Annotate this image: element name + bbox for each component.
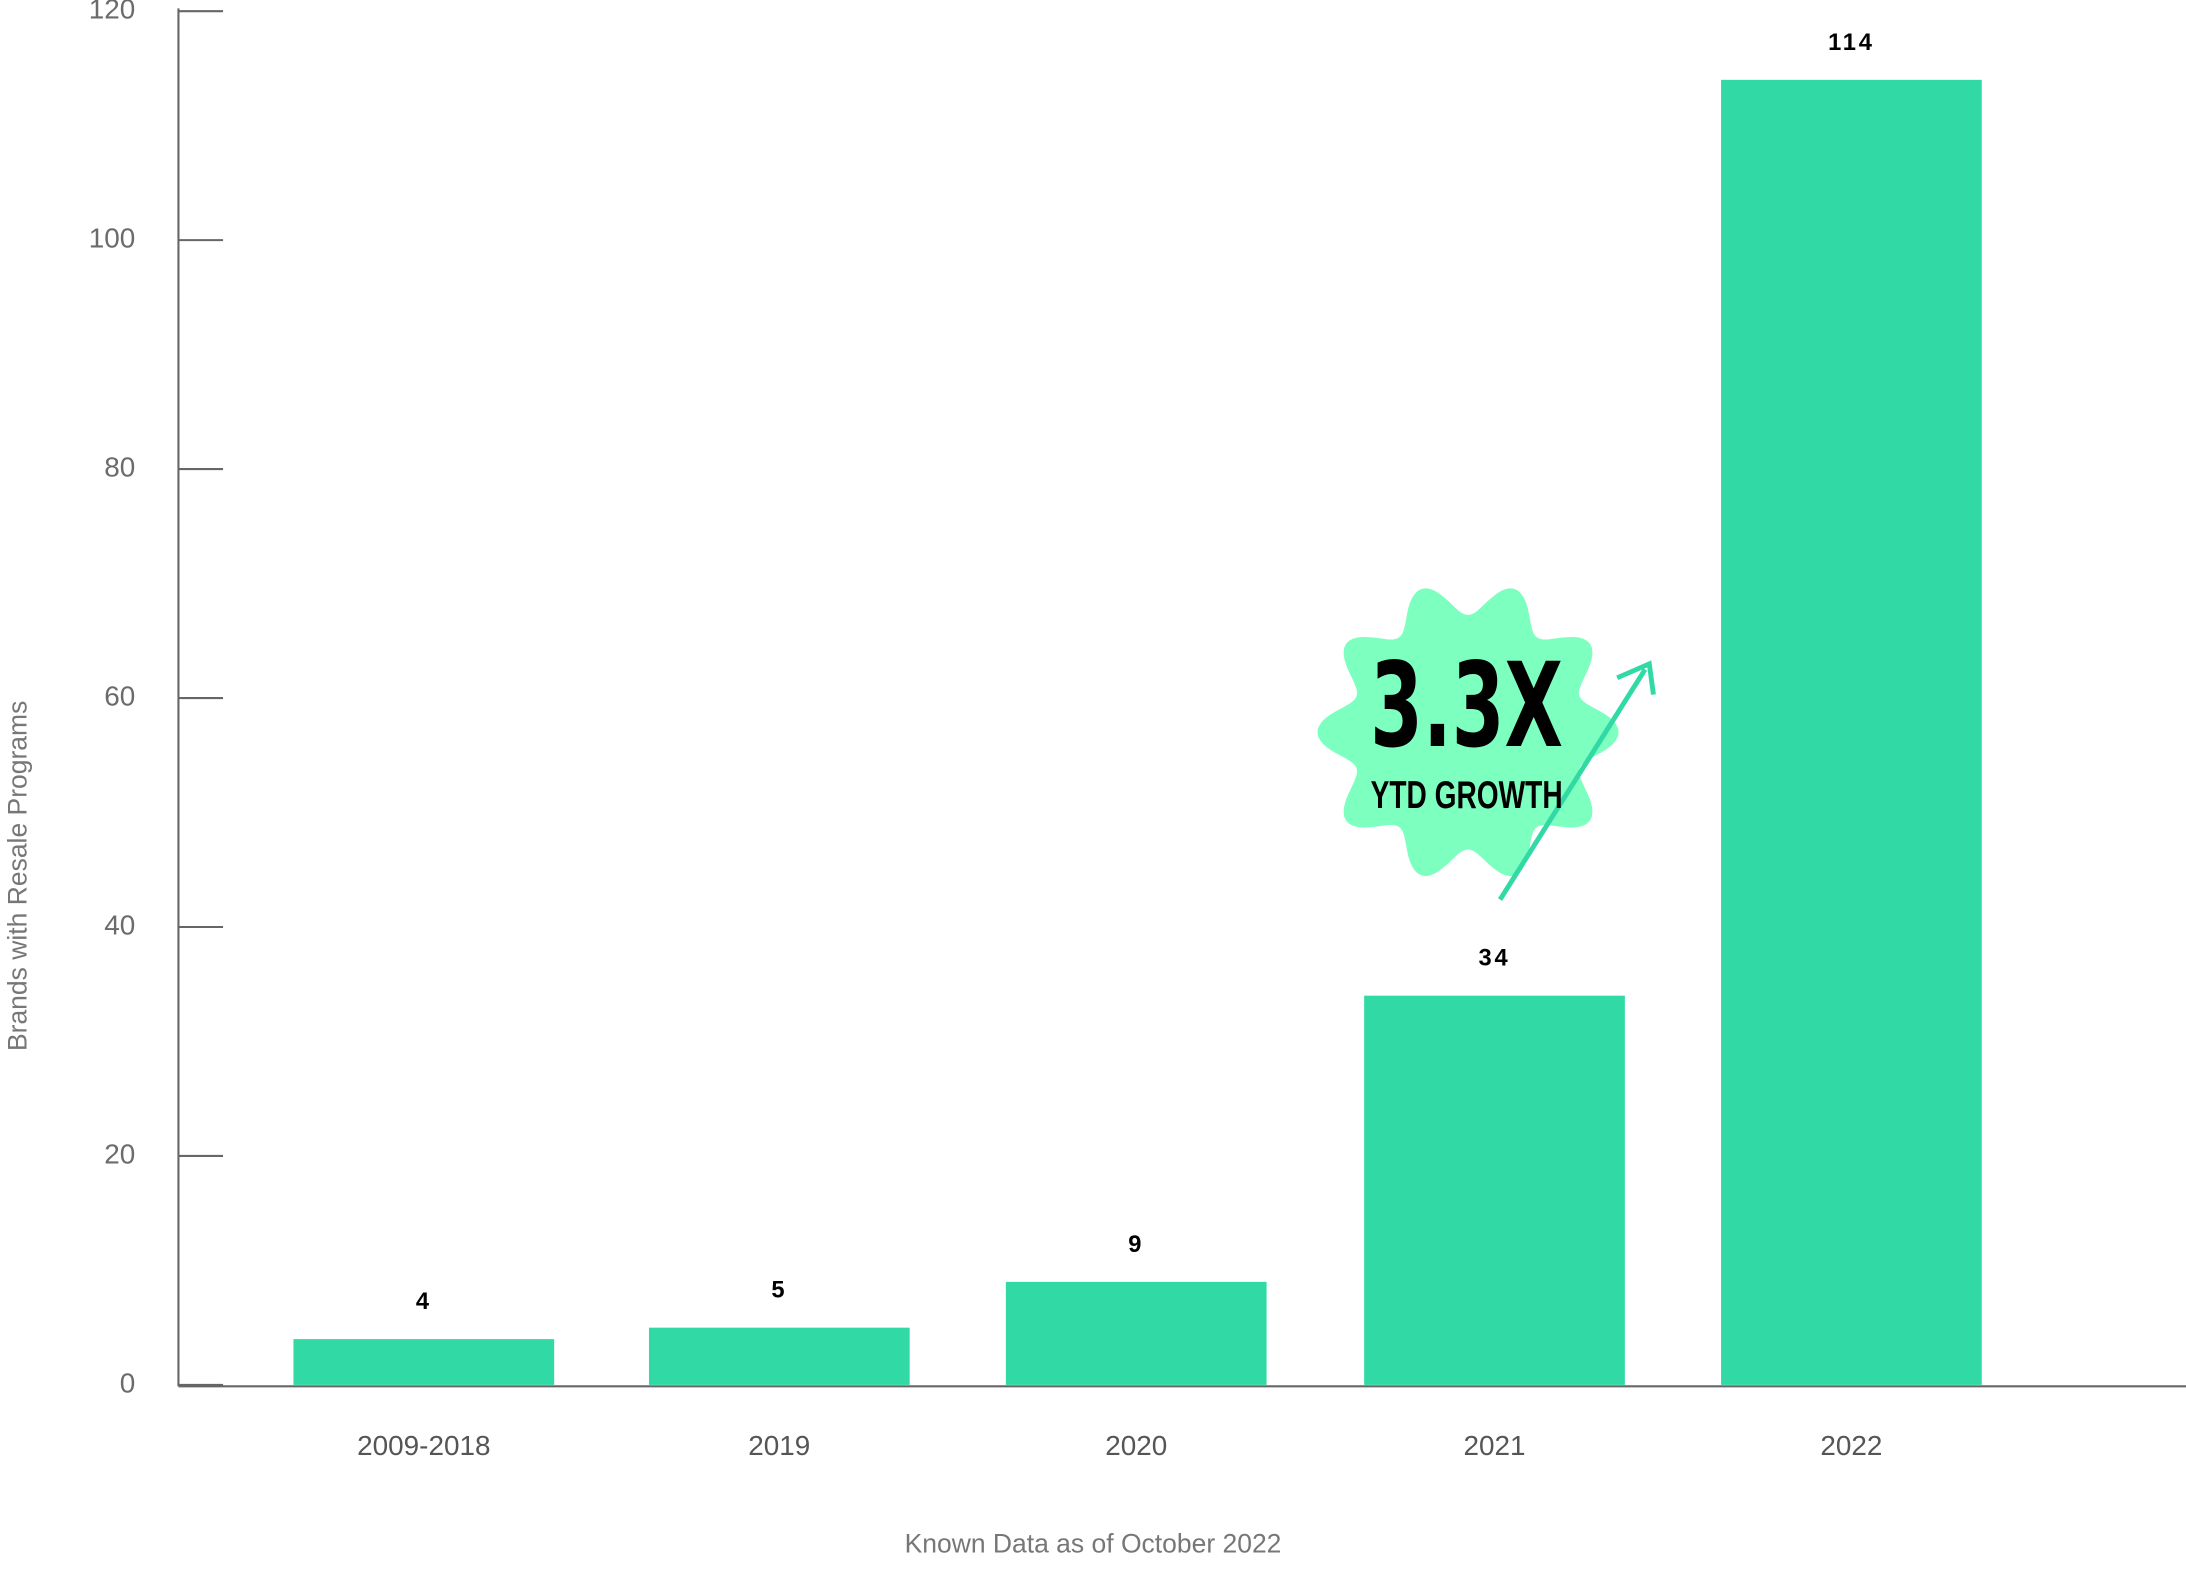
y-tick-label: 120: [89, 0, 136, 25]
growth-badge: 3.3X YTD GROWTH: [1317, 588, 1656, 901]
y-tick-label: 0: [120, 1367, 136, 1398]
arrow: [1498, 668, 1648, 901]
value-label: 4: [416, 1289, 432, 1315]
x-tick-label: 2020: [1105, 1430, 1167, 1461]
bar: [1364, 995, 1625, 1385]
bar: [293, 1339, 555, 1385]
value-label: 5: [771, 1278, 787, 1304]
y-tick-label: 80: [104, 451, 135, 482]
value-label: 34: [1479, 946, 1511, 972]
y-tick-label: 40: [104, 909, 135, 940]
bar: [648, 1327, 910, 1385]
x-axis-label: Known Data as of October 2022: [905, 1528, 1282, 1558]
y-tick-label: 100: [89, 222, 136, 253]
x-tick-label: 2022: [1820, 1430, 1882, 1461]
value-label: 114: [1828, 30, 1875, 56]
arrow-head: [1616, 660, 1656, 695]
y-tick-label: 60: [104, 680, 135, 711]
badge-shape: [1317, 588, 1619, 877]
x-tick-label: 2009-2018: [357, 1430, 490, 1461]
badge-value: 3.3X: [1370, 638, 1563, 775]
value-label: 9: [1128, 1232, 1144, 1258]
x-tick-label: 2021: [1464, 1430, 1526, 1461]
bar: [1005, 1281, 1267, 1385]
y-axis-label: Brands with Resale Programs: [3, 701, 33, 1051]
bar: [1721, 79, 1982, 1385]
x-tick-label: 2019: [748, 1430, 810, 1461]
y-tick-label: 20: [104, 1138, 135, 1169]
badge-label: YTD GROWTH: [1371, 774, 1563, 818]
